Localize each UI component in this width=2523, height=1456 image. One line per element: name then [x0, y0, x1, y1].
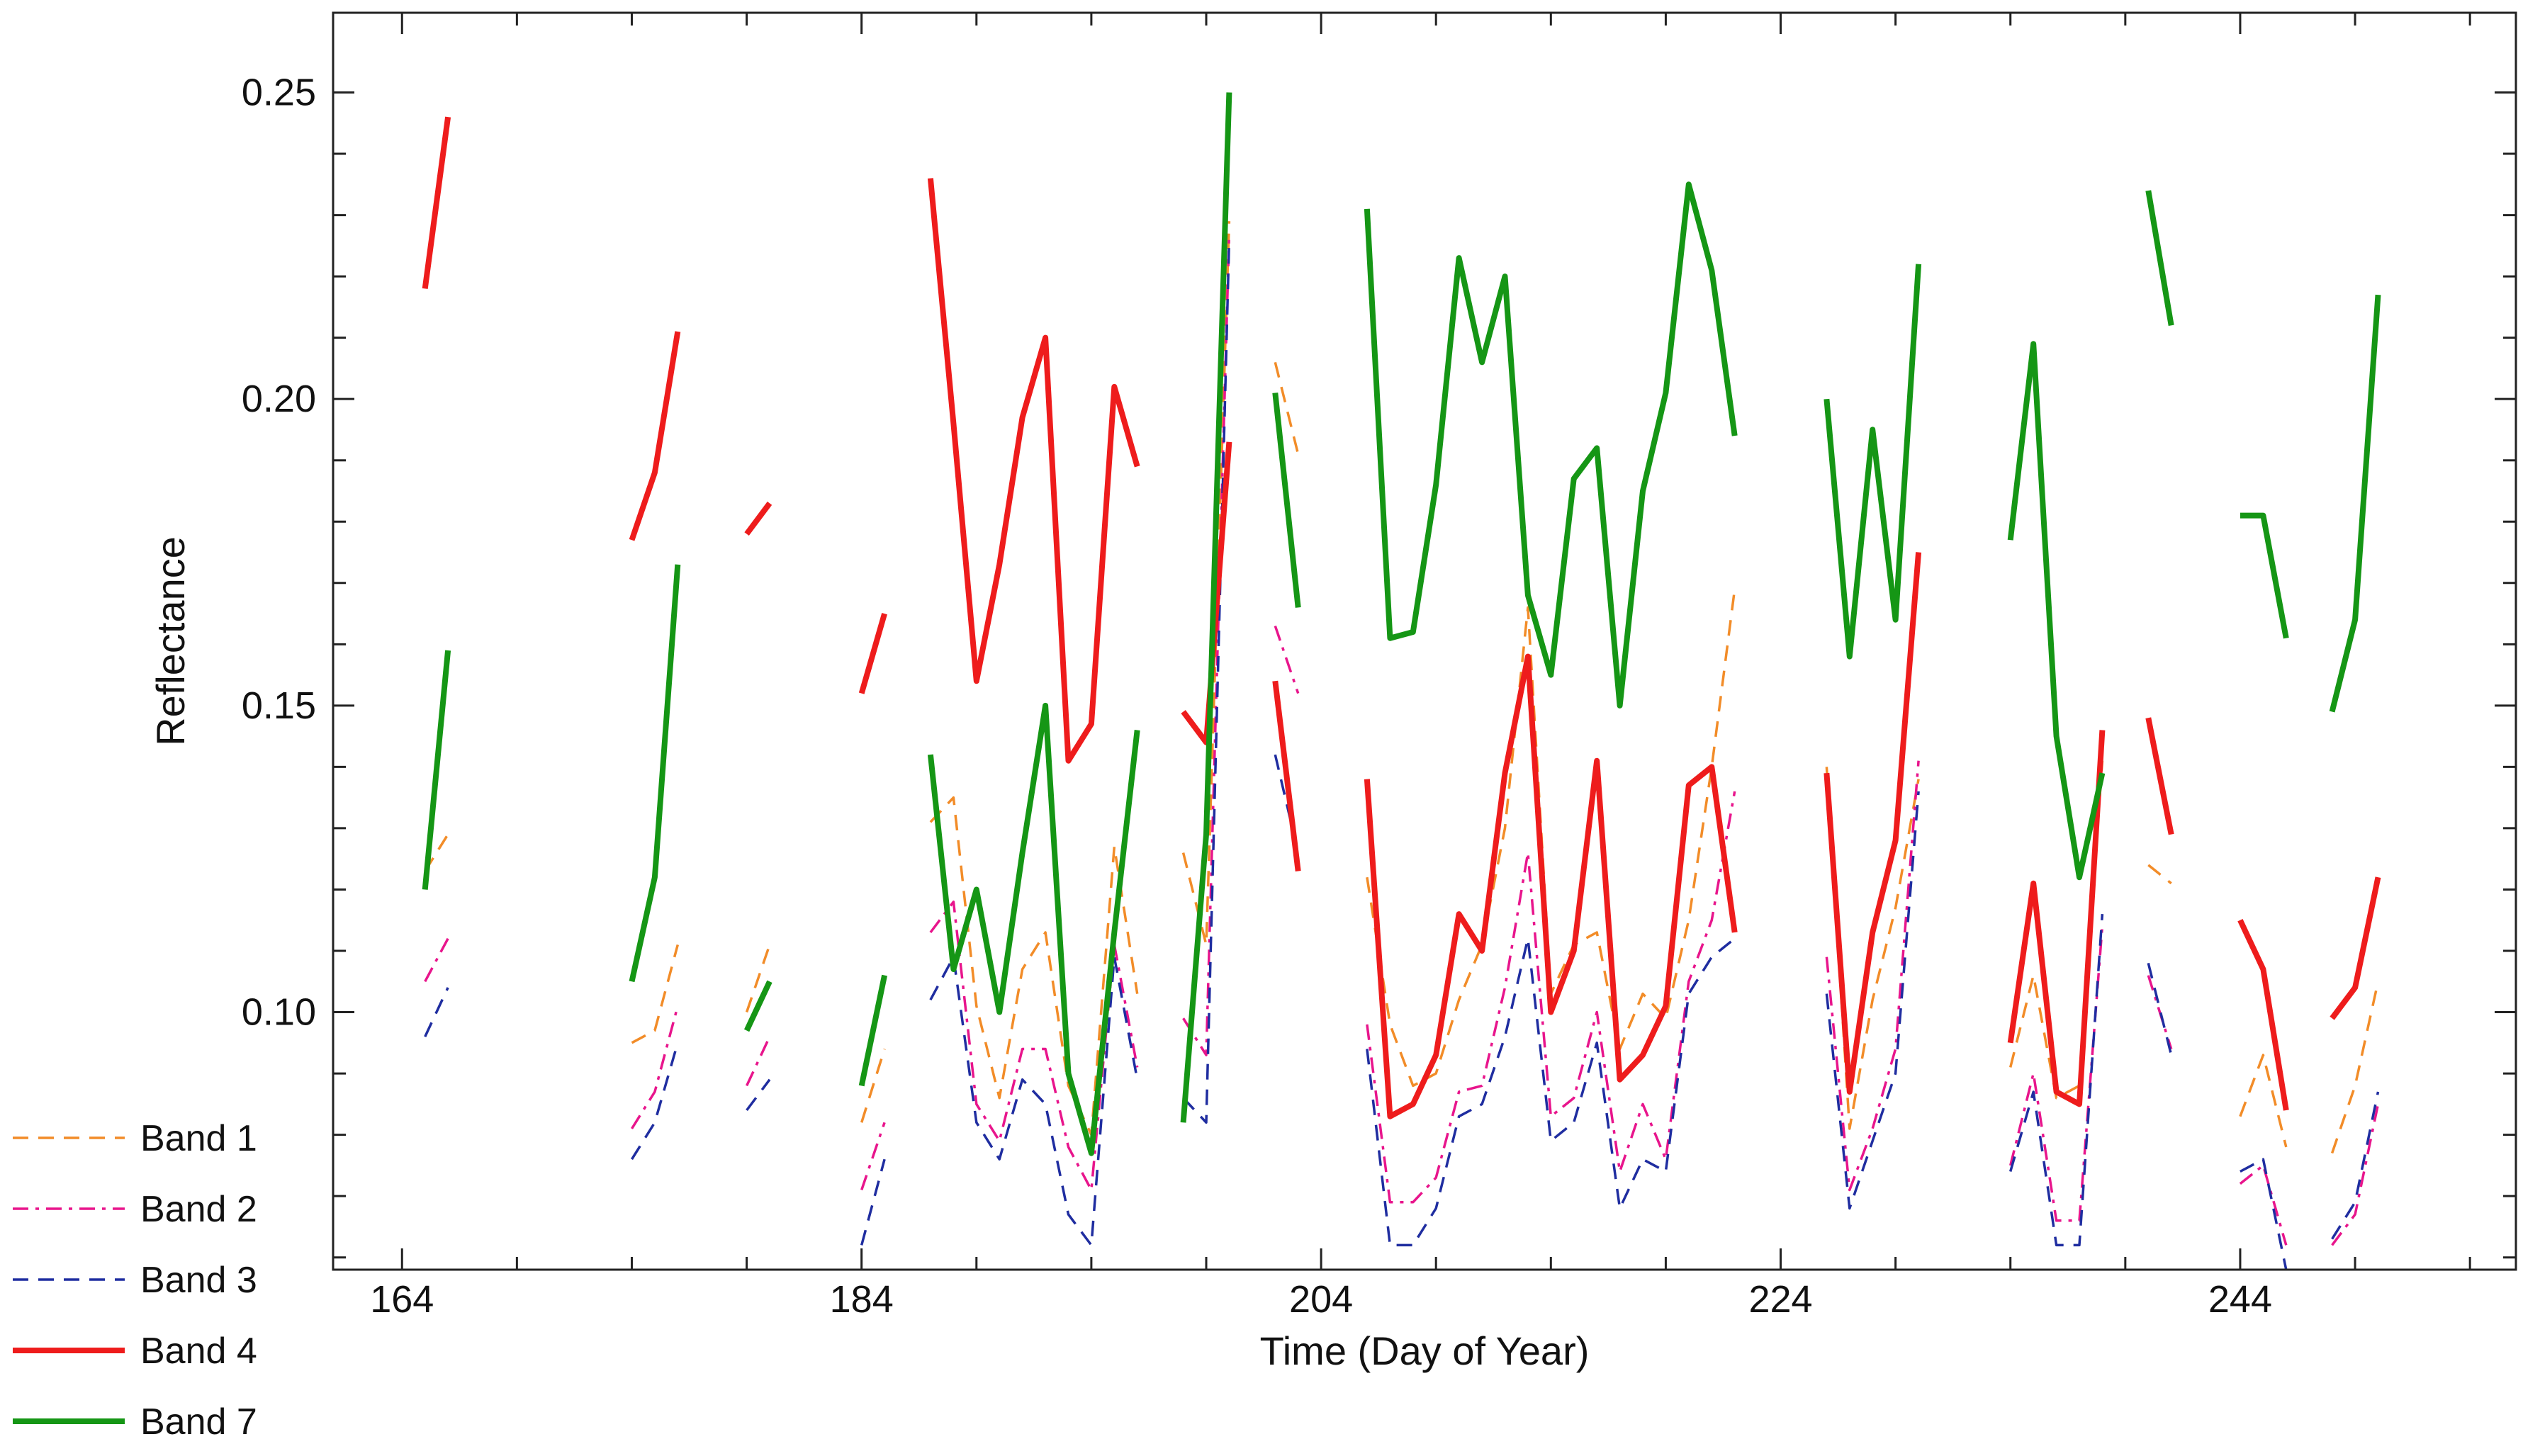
series-line-segment — [2329, 294, 2381, 713]
series-line-segment — [929, 796, 1139, 1136]
plot-frame — [332, 11, 2517, 1271]
series-line-segment — [2240, 1158, 2288, 1270]
series-line-segment — [2330, 981, 2380, 1154]
series-line-segment — [631, 1005, 679, 1129]
y-tick-label: 0.10 — [242, 991, 316, 1034]
series-line-segment — [1274, 625, 1300, 694]
series-line-segment — [424, 987, 449, 1037]
series-line-segment — [858, 974, 888, 1087]
series-line-segment — [860, 1158, 886, 1246]
series-line-segment — [2009, 913, 2104, 1247]
series-line-segment — [2007, 730, 2106, 1107]
series-line-segment — [2240, 512, 2289, 639]
series-line-segment — [631, 944, 679, 1044]
legend: Band 1 Band 2 Band 3 Band 4 Band 7 — [13, 1118, 257, 1443]
series-line-segment — [2145, 190, 2174, 326]
series-line-segment — [1824, 264, 1922, 660]
y-tick-label: 0.25 — [242, 71, 316, 113]
series-line-segment — [424, 937, 449, 983]
legend-item: Band 7 — [13, 1401, 257, 1443]
series-line-segment — [1366, 937, 1736, 1247]
series-line-segment — [2147, 864, 2172, 885]
series-line-segment — [745, 944, 771, 1013]
legend-item: Band 2 — [13, 1189, 257, 1230]
y-axis-label: Reflectance — [148, 536, 193, 746]
series-line-segment — [422, 116, 451, 289]
series-line-segment — [1180, 92, 1232, 1123]
series-line-segment — [629, 564, 681, 983]
y-tick-label: 0.20 — [242, 378, 316, 420]
legend-label: Band 1 — [140, 1118, 257, 1159]
series-line-segment — [860, 1122, 886, 1191]
legend-item: Band 1 — [13, 1118, 257, 1159]
tick-layer: 164 184 204 224 244 0.25 0.20 0.15 0.10 — [242, 13, 2516, 1321]
series-line-segment — [631, 1042, 679, 1161]
series-line-segment — [2009, 760, 2104, 1100]
series-line-segment — [2330, 876, 2381, 1020]
series-line-segment — [743, 980, 772, 1032]
legend-label: Band 2 — [140, 1189, 257, 1230]
legend-label: Band 3 — [140, 1260, 257, 1301]
series-line-segment — [2331, 1091, 2380, 1240]
series-line-segment — [2331, 1104, 2380, 1246]
series-line-segment — [927, 178, 1140, 764]
series-line-segment — [2237, 919, 2289, 1111]
series-line-segment — [860, 1048, 886, 1123]
series-line-segment — [1181, 221, 1231, 947]
series-line-segment — [629, 331, 681, 541]
series-line-segment — [1272, 680, 1301, 871]
series-line-segment — [744, 501, 772, 536]
series-band-7 — [422, 92, 2381, 1156]
series-line-segment — [1366, 791, 1736, 1204]
series-line-segment — [1825, 760, 1920, 1192]
series-layer — [422, 92, 2381, 1270]
series-line-segment — [1274, 361, 1300, 455]
x-tick-label: 224 — [1748, 1278, 1812, 1321]
legend-label: Band 7 — [140, 1401, 257, 1443]
series-line-segment — [1181, 441, 1232, 745]
series-line-segment — [2145, 717, 2174, 835]
series-line-segment — [2147, 975, 2173, 1050]
series-line-segment — [2007, 341, 2106, 881]
x-tick-label: 164 — [370, 1278, 434, 1321]
y-tick-label: 0.15 — [242, 684, 316, 727]
x-tick-label: 244 — [2208, 1278, 2272, 1321]
series-line-segment — [2147, 962, 2173, 1056]
series-line-segment — [1364, 653, 1738, 1119]
series-line-segment — [746, 1036, 771, 1087]
series-line-segment — [1824, 552, 1922, 1095]
series-line-segment — [2009, 926, 2104, 1222]
series-band-4 — [422, 116, 2381, 1119]
series-band-2 — [424, 233, 2380, 1246]
series-band-3 — [424, 239, 2380, 1270]
x-tick-label: 184 — [830, 1278, 894, 1321]
series-line-segment — [746, 1078, 771, 1112]
series-line-segment — [422, 650, 451, 890]
series-line-segment — [929, 955, 1139, 1247]
x-tick-label: 204 — [1289, 1278, 1353, 1321]
legend-item: Band 4 — [13, 1331, 257, 1372]
series-line-segment — [1825, 791, 1920, 1210]
legend-item: Band 3 — [13, 1260, 257, 1301]
series-line-segment — [858, 612, 887, 694]
series-line-segment — [927, 702, 1140, 1156]
x-axis-label: Time (Day of Year) — [1260, 1328, 1590, 1373]
legend-label: Band 4 — [140, 1331, 257, 1372]
series-line-segment — [2239, 1054, 2288, 1148]
series-line-segment — [1272, 393, 1301, 608]
series-line-segment — [2239, 1164, 2288, 1246]
series-line-segment — [1364, 181, 1738, 709]
